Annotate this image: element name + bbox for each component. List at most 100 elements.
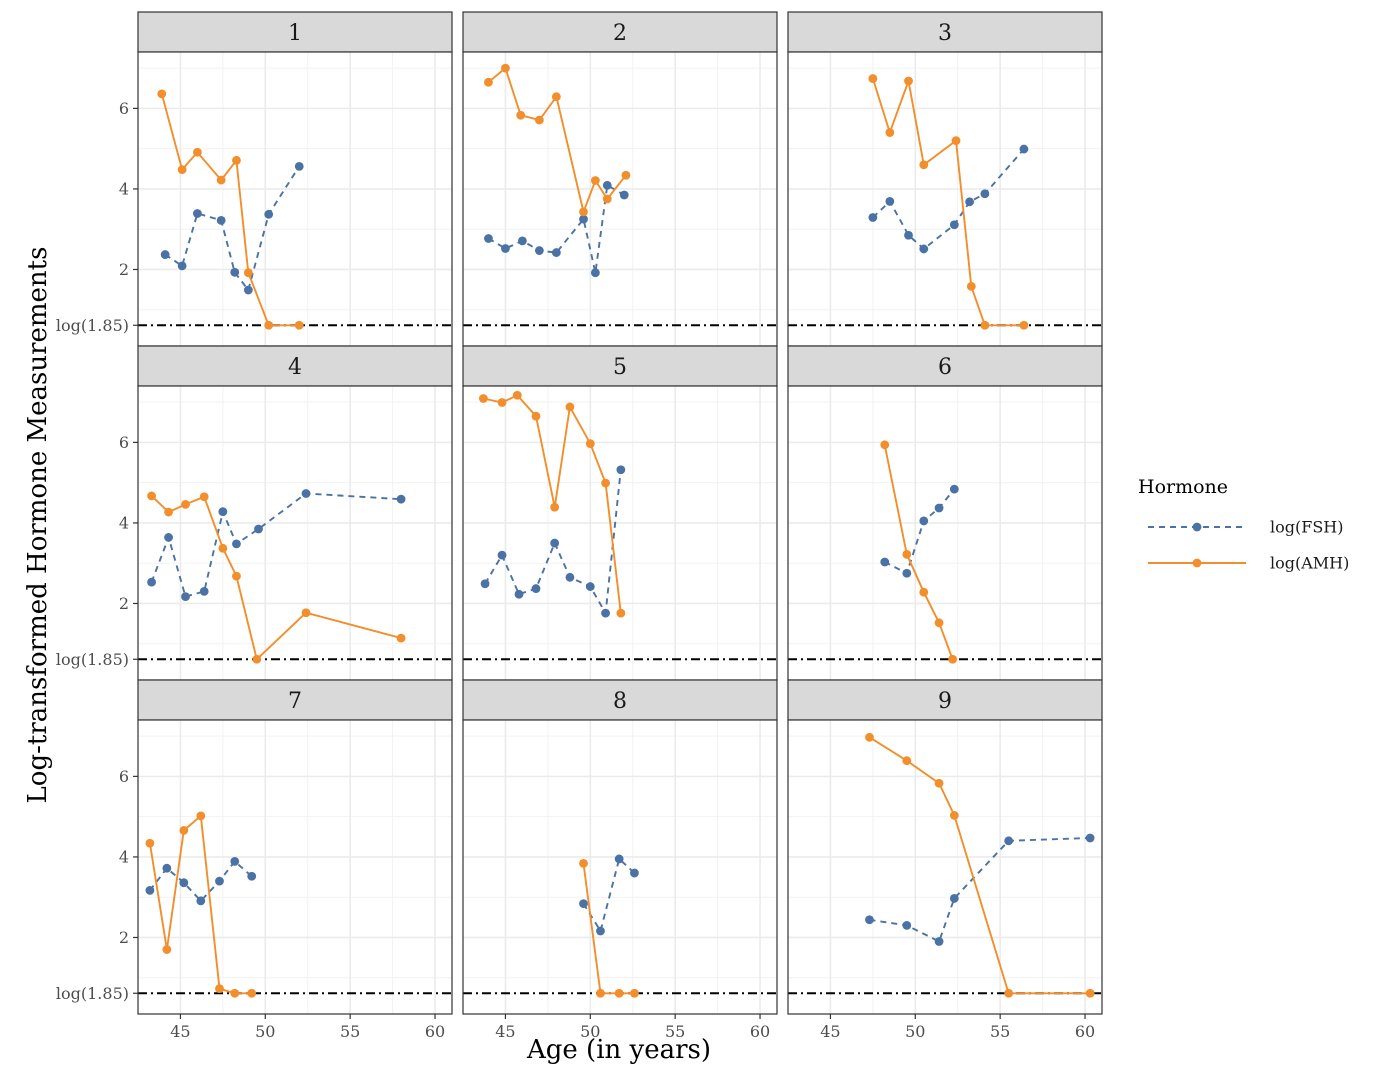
- data-point-fsh: [199, 586, 209, 596]
- data-point-fsh: [596, 926, 605, 936]
- panel-border: [462, 719, 778, 1015]
- data-point-fsh: [396, 494, 406, 504]
- panel-border: [137, 719, 453, 1015]
- data-point-fsh: [147, 577, 156, 587]
- data-point-fsh: [614, 854, 624, 864]
- series-line-fsh: [582, 857, 636, 934]
- x-tick-label: 55: [340, 1022, 360, 1041]
- data-point-fsh: [590, 268, 600, 278]
- x-tick-label: 50: [905, 1022, 925, 1041]
- x-tick-label: 45: [170, 1022, 190, 1041]
- data-point-amh: [902, 756, 912, 766]
- data-point-fsh: [145, 885, 155, 895]
- y-tick-label-reference: log(1.85): [56, 650, 129, 669]
- data-point-fsh: [949, 484, 959, 494]
- data-point-fsh: [550, 538, 560, 548]
- legend-title: Hormone: [1138, 476, 1228, 498]
- data-point-fsh: [301, 489, 311, 498]
- panel-strip-label: 6: [938, 355, 952, 380]
- x-tick-label: 60: [425, 1022, 445, 1041]
- data-point-fsh: [230, 267, 240, 277]
- panel-strip: [137, 11, 453, 53]
- data-point-amh: [232, 571, 241, 581]
- data-point-amh: [934, 618, 944, 628]
- data-point-fsh: [1019, 144, 1029, 154]
- x-tick-label: 45: [820, 1022, 840, 1041]
- legend-key-point-amh: [1192, 558, 1202, 568]
- data-point-fsh: [619, 190, 629, 200]
- data-point-amh: [621, 170, 631, 180]
- data-point-amh: [919, 587, 929, 597]
- data-point-amh: [396, 633, 406, 643]
- data-point-amh: [516, 110, 526, 120]
- data-point-fsh: [965, 197, 975, 207]
- data-point-amh: [193, 147, 202, 157]
- panel-strip: [462, 679, 778, 721]
- data-point-amh: [301, 608, 311, 618]
- data-point-amh: [478, 394, 488, 403]
- data-point-amh: [145, 838, 155, 848]
- panel-strip-label: 9: [938, 689, 952, 714]
- data-point-fsh: [579, 214, 588, 224]
- data-point-amh: [550, 502, 560, 512]
- data-point-fsh: [196, 896, 206, 906]
- legend-key-point-fsh: [1192, 522, 1202, 532]
- data-point-amh: [216, 175, 226, 185]
- series-line-amh: [871, 77, 1024, 327]
- y-tick-label: 4: [119, 847, 129, 866]
- data-point-fsh: [902, 568, 912, 578]
- data-point-amh: [157, 89, 167, 99]
- data-point-amh: [579, 858, 588, 868]
- data-point-amh: [565, 402, 575, 412]
- x-tick-label: 50: [580, 1022, 600, 1041]
- data-point-amh: [512, 390, 522, 400]
- data-point-fsh: [934, 503, 944, 513]
- panel-strip: [462, 345, 778, 387]
- data-point-amh: [501, 63, 510, 73]
- data-point-fsh: [218, 507, 228, 517]
- y-tick-label: 2: [119, 928, 129, 947]
- data-point-amh: [1019, 320, 1029, 330]
- data-point-amh: [230, 988, 240, 998]
- data-point-fsh: [177, 261, 187, 271]
- panel-strip-label: 3: [938, 21, 952, 46]
- legend-label-fsh: log(FSH): [1270, 518, 1344, 537]
- data-point-amh: [865, 732, 874, 742]
- x-tick-label: 50: [255, 1022, 275, 1041]
- panel-9: 9 45 50 55 60: [787, 679, 1103, 1041]
- y-tick-label: 2: [119, 594, 129, 613]
- panel-background: [788, 52, 1102, 346]
- data-point-fsh: [919, 244, 929, 254]
- data-point-amh: [868, 74, 878, 83]
- panel-4: 4 2 4 6 log(1.85): [56, 345, 453, 681]
- data-point-fsh: [934, 937, 944, 946]
- data-point-amh: [885, 128, 895, 137]
- data-point-fsh: [230, 856, 240, 866]
- data-point-amh: [579, 207, 588, 217]
- data-point-fsh: [162, 863, 172, 873]
- data-point-amh: [196, 811, 206, 821]
- y-tick-label: 4: [119, 179, 129, 198]
- y-tick-label: 6: [119, 433, 129, 452]
- panel-background: [463, 386, 777, 680]
- data-point-fsh: [501, 244, 510, 253]
- series-line-amh: [582, 863, 635, 995]
- data-point-amh: [951, 136, 961, 146]
- panel-strip: [137, 345, 453, 387]
- data-point-amh: [531, 411, 541, 421]
- data-point-amh: [934, 778, 944, 788]
- data-point-amh: [596, 988, 605, 998]
- panel-2: 2: [462, 11, 778, 347]
- data-point-amh: [1085, 988, 1095, 998]
- data-point-fsh: [179, 878, 189, 888]
- data-point-amh: [252, 654, 262, 664]
- panel-strip-label: 8: [613, 689, 627, 714]
- data-point-amh: [199, 492, 209, 502]
- data-point-amh: [616, 608, 626, 618]
- data-point-fsh: [484, 234, 493, 243]
- data-point-amh: [966, 281, 976, 291]
- data-point-amh: [294, 320, 304, 330]
- panel-background: [788, 386, 1102, 680]
- data-point-amh: [585, 439, 595, 448]
- panels: 1 2 4 6 log(1.85) 2 3 4 2 4 6 log(1.85) 5 6 7 2 4 6 log(1.…: [56, 11, 1103, 1041]
